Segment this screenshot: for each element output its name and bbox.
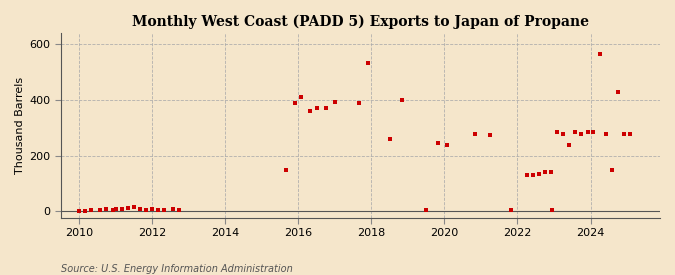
Point	[281, 167, 292, 172]
Point	[384, 137, 395, 141]
Point	[576, 131, 587, 136]
Point	[311, 106, 322, 111]
Point	[95, 208, 105, 212]
Point	[469, 131, 480, 136]
Point	[296, 95, 306, 100]
Y-axis label: Thousand Barrels: Thousand Barrels	[15, 77, 25, 174]
Point	[128, 205, 139, 210]
Point	[606, 167, 617, 172]
Point	[547, 208, 558, 212]
Point	[539, 170, 550, 175]
Point	[101, 207, 112, 211]
Point	[110, 207, 121, 211]
Point	[588, 130, 599, 134]
Point	[174, 207, 185, 212]
Point	[551, 130, 562, 134]
Point	[74, 209, 84, 213]
Point	[396, 98, 407, 102]
Point	[140, 208, 151, 212]
Point	[159, 208, 169, 212]
Point	[619, 131, 630, 136]
Point	[86, 208, 97, 213]
Point	[168, 207, 179, 211]
Point	[613, 90, 624, 94]
Point	[485, 133, 495, 137]
Point	[122, 206, 133, 210]
Point	[521, 173, 532, 177]
Point	[558, 131, 568, 136]
Point	[506, 208, 516, 212]
Point	[624, 131, 635, 136]
Point	[594, 52, 605, 56]
Point	[116, 207, 127, 211]
Point	[354, 101, 364, 105]
Point	[442, 142, 453, 147]
Point	[583, 130, 593, 134]
Point	[80, 208, 90, 213]
Point	[601, 131, 612, 136]
Title: Monthly West Coast (PADD 5) Exports to Japan of Propane: Monthly West Coast (PADD 5) Exports to J…	[132, 15, 589, 29]
Point	[363, 60, 374, 65]
Point	[527, 173, 538, 177]
Point	[107, 208, 118, 212]
Point	[305, 109, 316, 114]
Text: Source: U.S. Energy Information Administration: Source: U.S. Energy Information Administ…	[61, 264, 292, 274]
Point	[545, 170, 556, 175]
Point	[533, 172, 544, 176]
Point	[570, 130, 580, 134]
Point	[329, 99, 340, 104]
Point	[320, 106, 331, 111]
Point	[134, 207, 145, 211]
Point	[153, 208, 163, 212]
Point	[290, 101, 300, 105]
Point	[146, 207, 157, 211]
Point	[433, 141, 443, 145]
Point	[421, 208, 431, 212]
Point	[564, 142, 575, 147]
